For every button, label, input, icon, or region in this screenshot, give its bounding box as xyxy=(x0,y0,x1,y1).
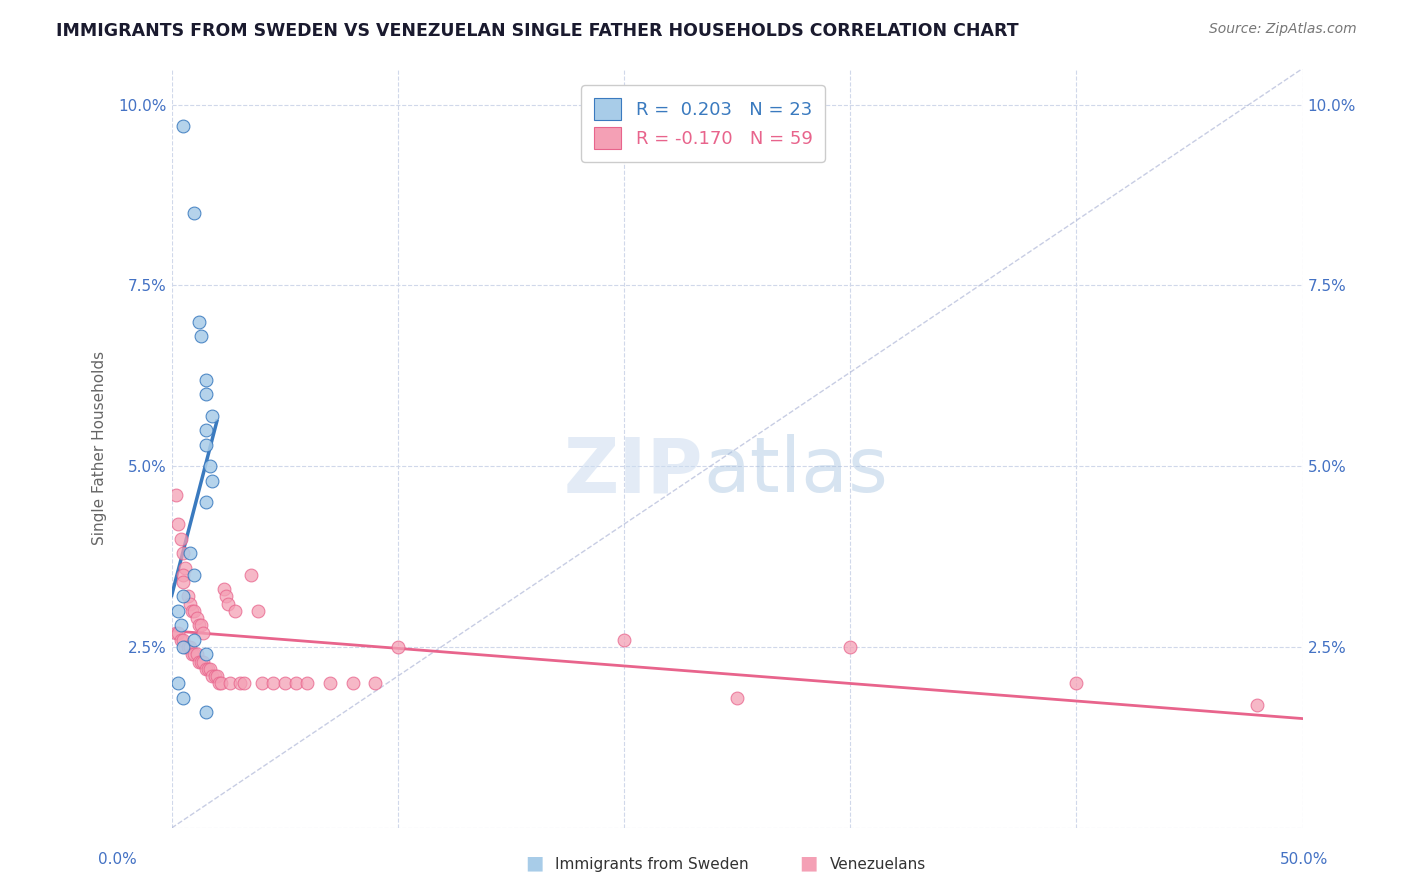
Point xyxy=(183,632,205,647)
Point xyxy=(167,517,190,532)
Text: ■: ■ xyxy=(799,854,818,872)
Point xyxy=(194,662,217,676)
Point xyxy=(839,640,862,654)
Point xyxy=(224,604,246,618)
Point xyxy=(186,648,208,662)
Point xyxy=(194,423,217,437)
Point xyxy=(217,597,239,611)
Point xyxy=(250,676,273,690)
Point xyxy=(170,532,193,546)
Point xyxy=(209,676,232,690)
Point xyxy=(219,676,242,690)
Point xyxy=(233,676,256,690)
Point xyxy=(190,618,212,632)
Point xyxy=(387,640,409,654)
Point xyxy=(181,604,204,618)
Point xyxy=(215,590,238,604)
Point xyxy=(274,676,297,690)
Point xyxy=(297,676,319,690)
Point xyxy=(193,655,215,669)
Point xyxy=(239,567,262,582)
Text: ZIP: ZIP xyxy=(564,434,703,508)
Point xyxy=(183,604,205,618)
Point xyxy=(364,676,387,690)
Text: Venezuelans: Venezuelans xyxy=(830,857,925,872)
Point xyxy=(174,560,197,574)
Point xyxy=(198,662,221,676)
Point xyxy=(165,625,187,640)
Text: ■: ■ xyxy=(524,854,544,872)
Point xyxy=(194,372,217,386)
Point xyxy=(179,597,201,611)
Point xyxy=(194,705,217,719)
Point xyxy=(208,676,231,690)
Point xyxy=(212,582,235,597)
Point xyxy=(228,676,250,690)
Point xyxy=(197,662,219,676)
Point xyxy=(172,590,194,604)
Point xyxy=(172,546,194,560)
Point xyxy=(187,655,209,669)
Point xyxy=(194,437,217,451)
Point xyxy=(172,690,194,705)
Point xyxy=(172,632,194,647)
Point xyxy=(187,618,209,632)
Point xyxy=(194,495,217,509)
Point xyxy=(190,329,212,343)
Point xyxy=(167,625,190,640)
Point xyxy=(194,648,217,662)
Point xyxy=(342,676,364,690)
Point xyxy=(183,648,205,662)
Text: Source: ZipAtlas.com: Source: ZipAtlas.com xyxy=(1209,22,1357,37)
Point xyxy=(198,459,221,474)
Point xyxy=(285,676,308,690)
Point xyxy=(1246,698,1268,712)
Point xyxy=(204,669,226,683)
Point xyxy=(194,387,217,401)
Point xyxy=(190,655,212,669)
Point xyxy=(193,625,215,640)
Point xyxy=(186,611,208,625)
Text: 0.0%: 0.0% xyxy=(98,852,138,867)
Y-axis label: Single Father Households: Single Father Households xyxy=(93,351,107,545)
Text: IMMIGRANTS FROM SWEDEN VS VENEZUELAN SINGLE FATHER HOUSEHOLDS CORRELATION CHART: IMMIGRANTS FROM SWEDEN VS VENEZUELAN SIN… xyxy=(56,22,1019,40)
Point xyxy=(187,315,209,329)
Point xyxy=(179,546,201,560)
Point xyxy=(165,488,187,502)
Point xyxy=(181,648,204,662)
Text: atlas: atlas xyxy=(703,434,889,508)
Point xyxy=(1066,676,1088,690)
Point xyxy=(167,604,190,618)
Point xyxy=(201,474,224,488)
Point xyxy=(201,409,224,423)
Point xyxy=(172,567,194,582)
Legend: R =  0.203   N = 23, R = -0.170   N = 59: R = 0.203 N = 23, R = -0.170 N = 59 xyxy=(581,85,825,161)
Point xyxy=(167,676,190,690)
Point xyxy=(170,618,193,632)
Point xyxy=(183,206,205,220)
Point xyxy=(179,640,201,654)
Point xyxy=(246,604,269,618)
Point xyxy=(170,632,193,647)
Point xyxy=(176,590,198,604)
Point xyxy=(172,575,194,590)
Text: 50.0%: 50.0% xyxy=(1281,852,1329,867)
Point xyxy=(172,640,194,654)
Text: Immigrants from Sweden: Immigrants from Sweden xyxy=(555,857,749,872)
Point xyxy=(613,632,636,647)
Point xyxy=(183,567,205,582)
Point xyxy=(205,669,228,683)
Point xyxy=(262,676,284,690)
Point xyxy=(176,640,198,654)
Point xyxy=(172,120,194,134)
Point xyxy=(725,690,748,705)
Point xyxy=(201,669,224,683)
Point xyxy=(319,676,342,690)
Point xyxy=(174,640,197,654)
